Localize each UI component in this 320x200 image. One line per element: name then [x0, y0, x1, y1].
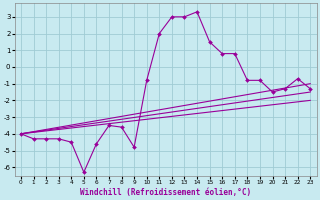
X-axis label: Windchill (Refroidissement éolien,°C): Windchill (Refroidissement éolien,°C) — [80, 188, 251, 197]
